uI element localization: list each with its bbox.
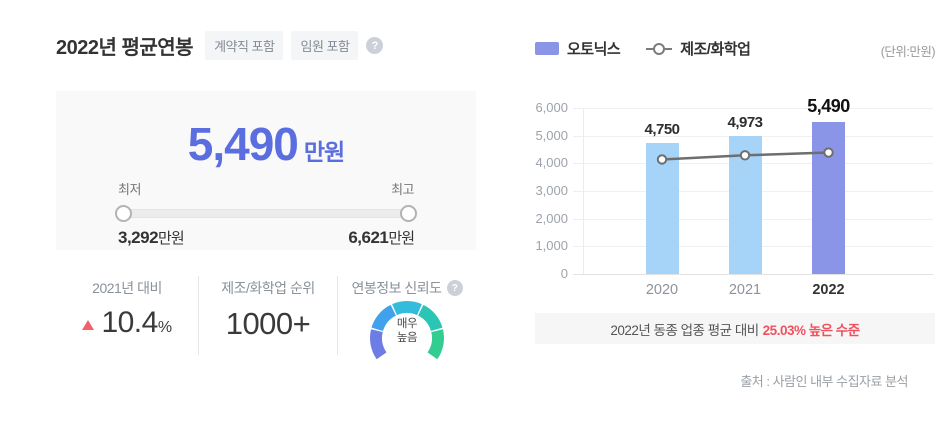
stat-rank-label: 제조/화학업 순위: [221, 280, 315, 296]
stat-yoy-label: 2021년 대비: [92, 280, 162, 296]
legend-bar-swatch: [535, 42, 559, 55]
chart-bar-value-2022: 5,490: [807, 96, 850, 117]
slider-handle-max: [400, 205, 417, 222]
min-salary: 3,292만원: [118, 228, 185, 247]
chart-y-tick: 5,000: [535, 127, 568, 143]
chart-unit-note: (단위:만원): [880, 45, 936, 59]
average-salary-value-row: 5,490 만원: [118, 117, 414, 171]
max-label: 최고: [391, 182, 414, 197]
legend-line-label: 제조/화학업: [680, 41, 751, 58]
legend-bar-label: 오토닉스: [567, 41, 621, 58]
stat-industry-rank: 제조/화학업 순위 1000+: [198, 276, 337, 355]
badge-contract-included: 계약직 포함: [205, 31, 284, 60]
stat-yoy-value: 10.4 %: [56, 306, 198, 340]
chart-y-tick: 4,000: [535, 155, 568, 171]
chart-y-tick: 0: [560, 266, 568, 281]
page-title: 2022년 평균연봉: [56, 37, 194, 59]
slider-track: [120, 209, 412, 218]
chart-y-axis-line: [583, 108, 584, 274]
chart-y-tick: 1,000: [535, 238, 568, 254]
chart-legend: 오토닉스 제조/화학업: [535, 38, 751, 59]
data-source-note: 출처 : 사람인 내부 수집자료 분석: [740, 374, 908, 389]
chart-x-label-2021: 2021: [728, 282, 762, 298]
reliability-gauge: 매우 높음: [365, 299, 449, 361]
average-salary-value: 5,490: [187, 118, 299, 170]
slider-handle-min: [115, 205, 132, 222]
chart-y-tick: 3,000: [535, 183, 568, 198]
chart-bar-2021: [728, 136, 762, 274]
salary-range-values: 3,292만원 6,621만원: [118, 227, 415, 248]
stat-yoy-change: 2021년 대비 10.4 %: [56, 276, 198, 355]
chart-grid-line: [573, 274, 933, 275]
reliability-gauge-text: 매우 높음: [396, 318, 418, 344]
salary-bar-chart: 0 1,000 2,000 3,000 4,000 5,000 6,000 4,750 2020…: [535, 96, 935, 300]
badge-executives-included: 임원 포함: [291, 31, 359, 60]
gauge-segment: [418, 304, 443, 331]
chart-y-tick: 2,000: [535, 210, 568, 226]
help-icon[interactable]: ?: [366, 37, 384, 54]
stat-reliability: 연봉정보 신뢰도 ? 매우 높음: [337, 276, 476, 360]
chart-bar-2022: [812, 122, 845, 274]
chart-bar-value-2021: 4,973: [727, 114, 763, 132]
chart-bar-2020: [645, 142, 679, 274]
gauge-segment: [427, 329, 444, 360]
max-salary: 6,621만원: [348, 228, 415, 247]
gauge-segment: [370, 329, 387, 360]
left-panel-header: 2022년 평균연봉 계약직 포함 임원 포함 ?: [56, 31, 384, 60]
stat-rank-value: 1000+: [225, 306, 311, 341]
gauge-segment: [392, 301, 422, 316]
chart-x-label-2022: 2022: [812, 282, 845, 298]
chart-y-tick: 6,000: [535, 100, 568, 115]
chart-grid-line: [573, 135, 933, 137]
average-salary-summary-box: 5,490 만원 최저 최고 3,292만원 6,621만원: [56, 91, 476, 250]
legend-line-marker-icon: [646, 42, 673, 55]
chart-bar-value-2020: 4,750: [644, 120, 680, 138]
industry-comparison-notice: 2022년 동종 업종 평균 대비 25.03% 높은 수준: [535, 313, 935, 344]
chart-x-label-2020: 2020: [645, 282, 679, 298]
gauge-segment: [371, 304, 396, 331]
stat-reliability-label: 연봉정보 신뢰도 ?: [338, 278, 476, 298]
stats-row: 2021년 대비 10.4 % 제조/화학업 순위 1000+ 연봉정보 신뢰도…: [56, 276, 476, 360]
reliability-help-icon[interactable]: ?: [446, 280, 463, 296]
notice-prefix: 2022년 동종 업종 평균 대비: [610, 322, 759, 338]
reliability-gauge-arc: [370, 301, 444, 360]
salary-range-slider: [115, 205, 417, 222]
min-label: 최저: [118, 182, 141, 197]
notice-highlight: 25.03% 높은 수준: [762, 322, 860, 338]
average-salary-unit: 만원: [303, 139, 345, 165]
up-triangle-icon: [82, 320, 95, 330]
salary-range-labels: 최저 최고: [118, 179, 414, 198]
chart-grid-line: [573, 108, 933, 109]
